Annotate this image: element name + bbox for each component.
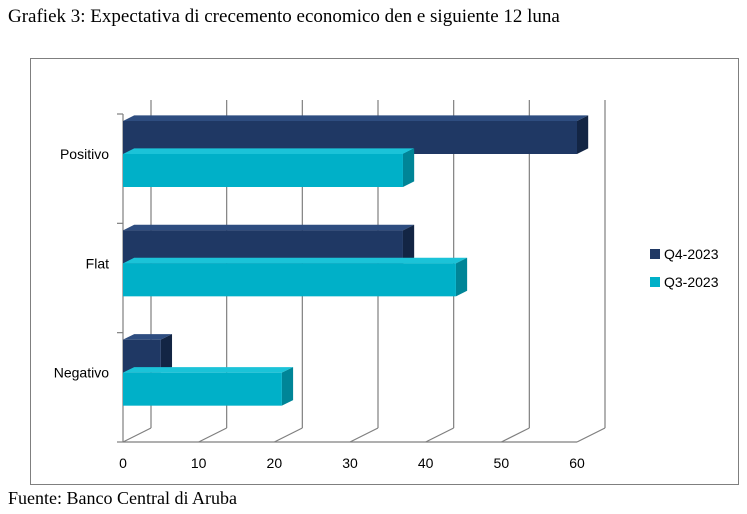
legend-label: Q4-2023 bbox=[664, 246, 719, 262]
gridline-foot bbox=[198, 427, 227, 443]
x-tick-label: 20 bbox=[267, 455, 283, 471]
bar-side bbox=[577, 115, 589, 154]
gridline-foot bbox=[274, 427, 303, 443]
gridline-foot bbox=[576, 427, 606, 443]
x-tick-label: 60 bbox=[569, 455, 585, 471]
legend-swatch bbox=[650, 277, 660, 287]
x-tick-label: 0 bbox=[119, 455, 127, 471]
bar-top bbox=[123, 257, 468, 264]
bar bbox=[123, 263, 456, 297]
bar-top bbox=[123, 334, 173, 340]
bar-side bbox=[402, 224, 415, 264]
gridline-foot bbox=[501, 427, 530, 443]
bar-top bbox=[123, 224, 415, 231]
x-tick-label: 50 bbox=[494, 455, 510, 471]
bar-side bbox=[160, 334, 173, 373]
legend-label: Q3-2023 bbox=[664, 274, 719, 290]
bar-top bbox=[123, 115, 589, 121]
bar-side bbox=[455, 257, 468, 297]
legend-swatch bbox=[650, 249, 660, 259]
bar bbox=[123, 372, 282, 406]
chart-source: Fuente: Banco Central di Aruba bbox=[8, 488, 237, 508]
gridline-foot bbox=[425, 427, 454, 443]
chart-title: Grafiek 3: Expectativa di crecemento eco… bbox=[8, 6, 560, 27]
bar-side bbox=[402, 148, 415, 187]
bar-top bbox=[123, 148, 415, 154]
x-tick-label: 40 bbox=[418, 455, 434, 471]
bar-side bbox=[281, 367, 294, 406]
category-label: Negativo bbox=[54, 365, 109, 381]
x-tick-label: 30 bbox=[342, 455, 358, 471]
bar-top bbox=[123, 367, 294, 373]
category-label: Flat bbox=[86, 255, 109, 271]
gridline-foot bbox=[349, 427, 379, 443]
category-label: Positivo bbox=[60, 146, 109, 162]
x-tick-label: 10 bbox=[191, 455, 207, 471]
bar bbox=[123, 154, 403, 187]
gridline-foot bbox=[122, 427, 152, 443]
